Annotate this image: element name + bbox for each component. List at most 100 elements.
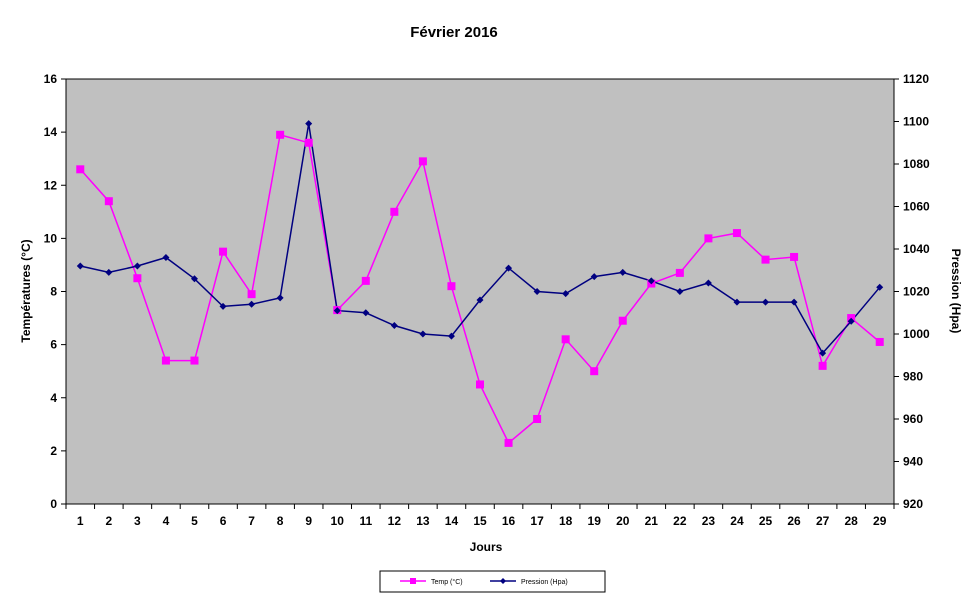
temp-point [418, 157, 427, 166]
plot-area [65, 78, 895, 505]
temp-point [504, 438, 513, 447]
pression-point [790, 298, 798, 306]
temp-point [190, 356, 199, 365]
pression-point [590, 273, 598, 281]
y-left-tick-label: 8 [50, 285, 57, 299]
pression-point [704, 279, 712, 287]
pression-point [190, 275, 198, 283]
x-tick-label: 9 [305, 514, 312, 528]
x-tick-label: 6 [220, 514, 227, 528]
pression-point [248, 300, 256, 308]
pression-point [562, 290, 570, 298]
x-tick-label: 14 [445, 514, 459, 528]
x-tick-label: 21 [645, 514, 659, 528]
pression-point [133, 262, 141, 270]
temp-point [133, 274, 142, 283]
x-tick-label: 15 [473, 514, 487, 528]
y-axis-left: 0 2 4 6 8 10 12 14 16 [44, 72, 66, 511]
chart-title: Février 2016 [410, 24, 498, 41]
y-left-tick-label: 14 [44, 125, 58, 139]
pression-point [162, 254, 170, 261]
y-left-tick-label: 10 [44, 231, 58, 245]
x-tick-label: 4 [163, 514, 170, 528]
pression-point [219, 302, 227, 310]
pression-point [533, 288, 541, 295]
temp-point [304, 138, 313, 147]
temp-point [590, 367, 599, 376]
y-left-tick-label: 6 [50, 338, 57, 352]
y-right-tick-label: 1020 [903, 285, 930, 299]
y-right-tick-label: 1100 [903, 115, 929, 129]
x-tick-label: 26 [787, 514, 801, 528]
legend-label-temp: Temp (°C) [431, 578, 463, 586]
pression-point [819, 349, 827, 357]
temp-point [761, 255, 770, 264]
x-axis-title: Jours [470, 540, 503, 554]
temp-point [675, 268, 684, 277]
x-tick-label: 10 [331, 514, 345, 528]
x-tick-label: 7 [248, 514, 255, 528]
y-left-tick-label: 12 [44, 178, 58, 192]
x-tick-label: 5 [191, 514, 198, 528]
temp-point [247, 290, 256, 299]
x-tick-label: 3 [134, 514, 141, 528]
y-right-tick-label: 1040 [903, 242, 930, 256]
pression-point [619, 268, 627, 276]
y-right-tick-label: 1080 [903, 157, 930, 171]
temp-point [618, 316, 627, 325]
pression-point [876, 283, 884, 291]
temp-point [875, 337, 884, 346]
x-tick-label: 12 [388, 514, 402, 528]
temp-point [76, 165, 85, 174]
y-left-tick-label: 16 [44, 72, 58, 86]
x-tick-label: 24 [730, 514, 744, 528]
pression-point [105, 268, 113, 276]
legend: Temp (°C) Pression (Hpa) [379, 570, 606, 593]
pression-point [762, 298, 770, 306]
x-tick-label: 19 [588, 514, 602, 528]
x-tick-label: 11 [359, 514, 372, 528]
x-tick-label: 28 [844, 514, 858, 528]
y-right-tick-label: 1120 [903, 72, 929, 86]
x-axis: 1 2 3 4 5 6 7 8 9 10 11 12 13 14 15 16 17 18 19 20 21 22 23 24 2… [65, 504, 895, 528]
legend-marker-pression [500, 578, 506, 584]
pression-point [476, 296, 484, 304]
temp-point [818, 361, 827, 370]
temp-point [276, 130, 285, 139]
series-layer [76, 120, 884, 447]
pression-point [76, 262, 84, 270]
x-tick-label: 13 [416, 514, 430, 528]
pression-point [333, 307, 341, 315]
temp-point [790, 252, 799, 261]
y-right-tick-label: 1060 [903, 200, 930, 214]
y-left-tick-label: 0 [50, 497, 57, 511]
temp-point [390, 207, 399, 216]
pression-point [276, 294, 284, 302]
y-axis-left-title: Températures (°C) [19, 239, 33, 342]
x-tick-label: 1 [77, 514, 84, 528]
x-tick-label: 17 [530, 514, 544, 528]
pression-point [733, 298, 741, 306]
x-tick-label: 22 [673, 514, 687, 528]
x-tick-label: 18 [559, 514, 573, 528]
y-right-tick-label: 920 [903, 497, 923, 511]
legend-marker-temp [410, 578, 416, 584]
x-tick-label: 23 [702, 514, 716, 528]
temp-point [104, 197, 113, 206]
pression-point [505, 264, 513, 272]
pression-point [419, 330, 427, 338]
x-tick-label: 25 [759, 514, 773, 528]
temp-point [561, 335, 570, 344]
x-tick-label: 27 [816, 514, 830, 528]
x-tick-label: 16 [502, 514, 516, 528]
pression-point [305, 120, 313, 128]
y-right-tick-label: 980 [903, 370, 923, 384]
x-tick-label: 20 [616, 514, 630, 528]
temp-point [732, 229, 741, 238]
temp-point [161, 356, 170, 365]
temp-point [219, 247, 228, 256]
y-axis-right-title: Pression (Hpa) [949, 249, 963, 334]
temp-point [361, 276, 370, 285]
pression-point [676, 288, 684, 295]
